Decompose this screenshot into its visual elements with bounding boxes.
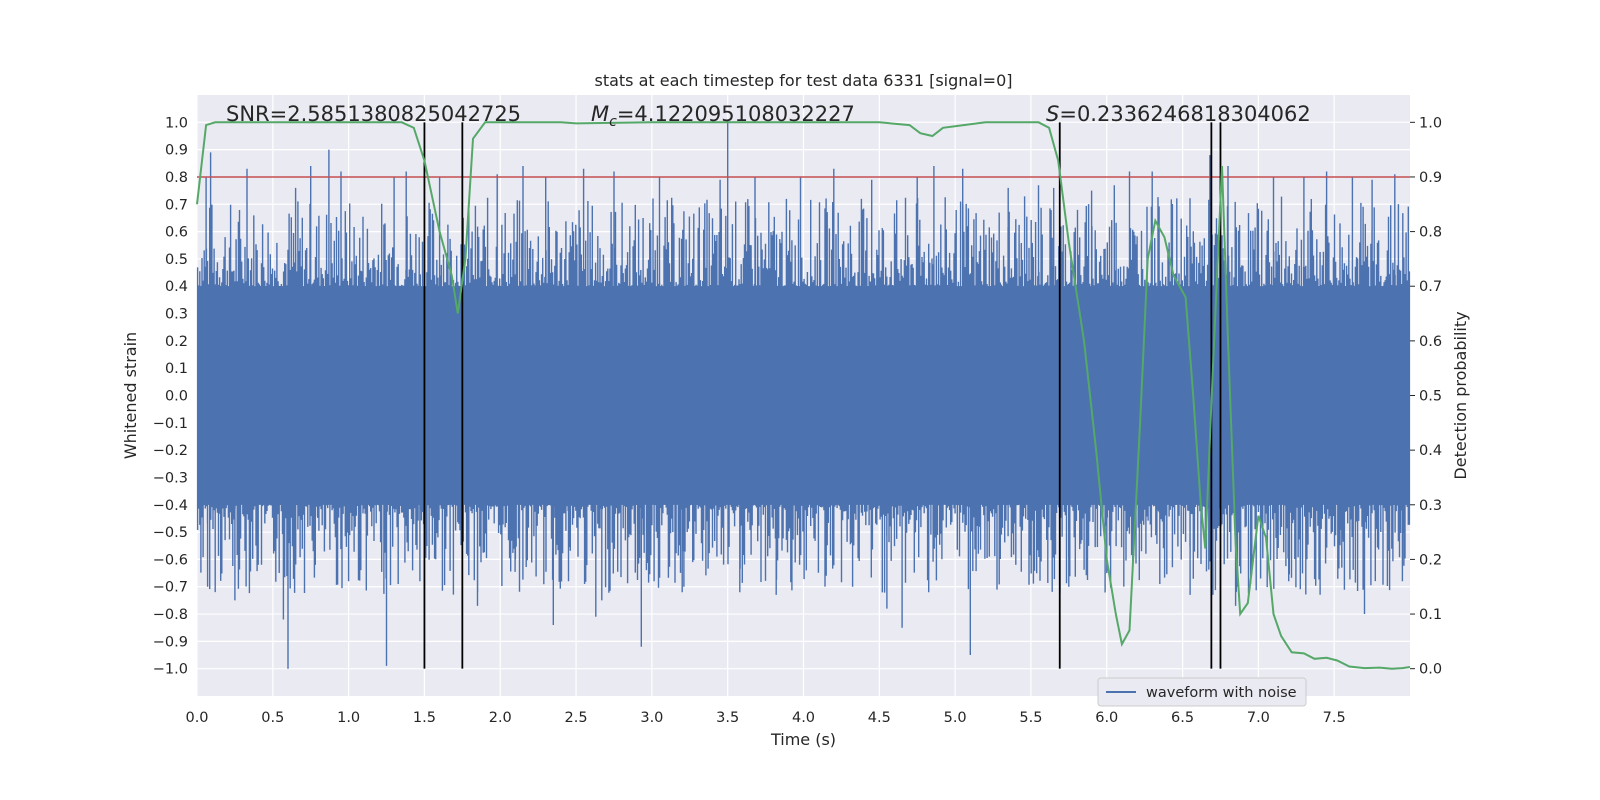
y-tick-label: −0.5 xyxy=(153,525,188,541)
y-tick-label: 0.1 xyxy=(165,361,188,377)
y-tick-label: 0.6 xyxy=(165,225,188,241)
y-tick-label: −0.1 xyxy=(153,416,188,432)
legend-entry-waveform: waveform with noise xyxy=(1146,685,1297,701)
x-tick-label: 6.0 xyxy=(1095,710,1118,726)
snr-prefix: SNR= xyxy=(226,102,287,126)
y-tick-label: 0.5 xyxy=(165,252,188,268)
y2-tick-label: 0.2 xyxy=(1419,552,1442,568)
y-tick-label: 0.2 xyxy=(165,334,188,350)
y-tick-label: 0.7 xyxy=(165,197,188,213)
x-tick-label: 3.0 xyxy=(640,710,663,726)
y-tick-label: −1.0 xyxy=(153,662,188,678)
y-axis-ticks: 1.0 0.9 0.8 0.7 0.6 0.5 0.4 0.3 0.2 0.1 0.0 −0.1 −0.… xyxy=(153,115,188,677)
x-tick-label: 2.0 xyxy=(489,710,512,726)
snr-annotation: SNR=2.5851380825042725 xyxy=(226,102,521,126)
mc-annotation: Mc=4.122095108032227 xyxy=(591,102,855,130)
x-tick-label: 5.0 xyxy=(944,710,967,726)
x-tick-label: 4.5 xyxy=(868,710,891,726)
y-tick-label: −0.3 xyxy=(153,470,188,486)
y2-tick-label: 0.1 xyxy=(1419,607,1442,623)
y-tick-label: −0.2 xyxy=(153,443,188,459)
y2-axis-ticks: 1.0 0.9 0.8 0.7 0.6 0.5 0.4 0.3 0.2 0.1 0.0 xyxy=(1410,115,1442,678)
y2-tick-label: 0.8 xyxy=(1419,225,1442,241)
s-annotation: S=0.2336246818304062 xyxy=(1046,102,1311,126)
y2-tick-label: 1.0 xyxy=(1419,115,1442,131)
x-tick-label: 5.5 xyxy=(1019,710,1042,726)
x-tick-label: 3.5 xyxy=(716,710,739,726)
y-tick-label: 0.9 xyxy=(165,143,188,159)
y-axis-label: Whitened strain xyxy=(121,332,140,459)
mc-symbol: M xyxy=(591,102,609,126)
x-tick-label: 7.5 xyxy=(1323,710,1346,726)
y2-tick-label: 0.0 xyxy=(1419,662,1442,678)
x-axis-ticks: 0.0 0.5 1.0 1.5 2.0 2.5 3.0 3.5 4.0 4.5 5.0 5.5 6.0 6… xyxy=(185,710,1345,726)
detection-probability-line xyxy=(196,121,1411,670)
snr-value: 2.5851380825042725 xyxy=(287,102,521,126)
legend: waveform with noise xyxy=(1097,677,1307,707)
y2-tick-label: 0.3 xyxy=(1419,498,1442,514)
y-tick-label: −0.8 xyxy=(153,607,188,623)
s-symbol: S xyxy=(1046,102,1059,126)
y2-tick-label: 0.7 xyxy=(1419,279,1442,295)
legend-box xyxy=(1097,677,1307,707)
x-tick-label: 4.0 xyxy=(792,710,815,726)
y-tick-label: 1.0 xyxy=(165,115,188,131)
y2-tick-label: 0.6 xyxy=(1419,334,1442,350)
y-tick-label: 0.4 xyxy=(165,279,188,295)
x-tick-label: 0.0 xyxy=(185,710,208,726)
x-tick-label: 2.5 xyxy=(565,710,588,726)
mc-subscript: c xyxy=(609,114,617,130)
y-tick-label: −0.9 xyxy=(153,634,188,650)
y-tick-label: −0.4 xyxy=(153,498,188,514)
x-axis-label: Time (s) xyxy=(770,730,836,749)
chart-title: stats at each timestep for test data 633… xyxy=(594,71,1012,90)
y-tick-label: −0.7 xyxy=(153,580,188,596)
y2-tick-label: 0.4 xyxy=(1419,443,1442,459)
y-tick-label: −0.6 xyxy=(153,552,188,568)
x-tick-label: 0.5 xyxy=(261,710,284,726)
x-tick-label: 7.0 xyxy=(1247,710,1270,726)
mc-value: =4.122095108032227 xyxy=(617,102,855,126)
y-tick-label: 0.3 xyxy=(165,307,188,323)
s-value: =0.2336246818304062 xyxy=(1059,102,1310,126)
x-tick-label: 6.5 xyxy=(1171,710,1194,726)
y2-tick-label: 0.5 xyxy=(1419,389,1442,405)
y2-tick-label: 0.9 xyxy=(1419,170,1442,186)
y-tick-label: 0.0 xyxy=(165,389,188,405)
x-tick-label: 1.0 xyxy=(337,710,360,726)
x-tick-label: 1.5 xyxy=(413,710,436,726)
y2-axis-label: Detection probability xyxy=(1451,311,1470,479)
y-tick-label: 0.8 xyxy=(165,170,188,186)
